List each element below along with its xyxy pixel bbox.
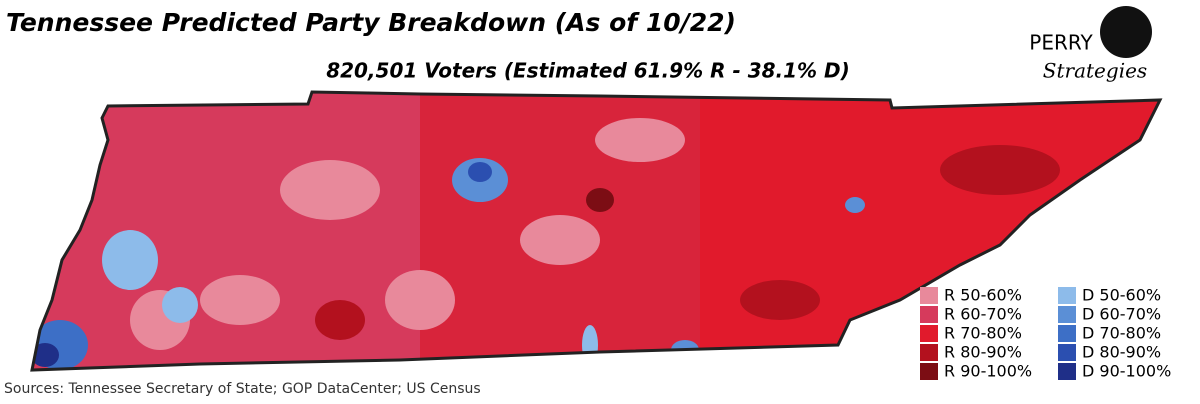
subtitle: 820,501 Voters (Estimated 61.9% R - 38.1…: [326, 59, 850, 83]
legend-label: R 60-70%: [944, 305, 1022, 324]
legend-label: D 70-80%: [1082, 324, 1161, 343]
legend-swatch: [1058, 306, 1076, 323]
state-outline: [30, 90, 1163, 372]
logo-tagline: Strategies: [1043, 59, 1147, 83]
logo-name: PERRY: [1029, 31, 1093, 55]
legend-label: D 90-100%: [1082, 362, 1171, 381]
legend-swatch: [1058, 363, 1076, 380]
legend-swatch: [1058, 344, 1076, 361]
legend-label: D 80-90%: [1082, 343, 1161, 362]
legend-label: D 60-70%: [1082, 305, 1161, 324]
legend-swatch: [1058, 287, 1076, 304]
legend-swatch: [920, 287, 938, 304]
title: Tennessee Predicted Party Breakdown (As …: [6, 8, 736, 37]
logo: PERRY Strategies: [1029, 6, 1152, 83]
legend-swatch: [920, 306, 938, 323]
legend-swatch: [920, 363, 938, 380]
map: [32, 92, 1160, 370]
legend-swatch: [920, 325, 938, 342]
source: Sources: Tennessee Secretary of State; G…: [4, 381, 481, 397]
legend-label: R 90-100%: [944, 362, 1032, 381]
legend-swatch: [1058, 325, 1076, 342]
legend-label: R 70-80%: [944, 324, 1022, 343]
legend-swatch: [920, 344, 938, 361]
legend-label: R 50-60%: [944, 286, 1022, 305]
legend: R 50-60%R 60-70%R 70-80%R 80-90%R 90-100…: [920, 286, 1171, 381]
legend-label: R 80-90%: [944, 343, 1022, 362]
legend-label: D 50-60%: [1082, 286, 1161, 305]
logo-circle: [1100, 6, 1152, 58]
